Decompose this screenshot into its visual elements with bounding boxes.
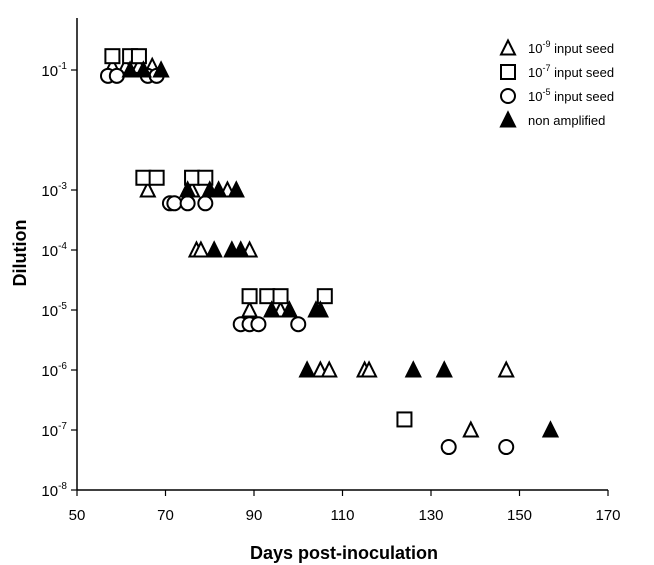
data-point-na: [435, 360, 453, 378]
ticks: 50 70 90 110 130 150 170 10-1 10-3 10-4 10-5 10-6 10…: [41, 61, 620, 524]
x-tick-label: 70: [157, 507, 174, 524]
x-tick-label: 50: [69, 507, 86, 524]
data-point-na: [298, 360, 316, 378]
y-tick-label: 10-1: [41, 61, 67, 80]
data-point-na: [404, 360, 422, 378]
data-point-na: [179, 180, 197, 198]
legend-item-s9: 10-9 input seed: [499, 38, 614, 56]
data-point-s9: [360, 360, 378, 378]
y-tick-label: 10-3: [41, 181, 67, 200]
legend-marker-s7: [500, 64, 516, 80]
data-point-s5: [498, 439, 515, 456]
legend-label-na: non amplified: [528, 113, 605, 128]
data-points: [99, 48, 560, 456]
data-point-s7: [316, 288, 333, 305]
y-tick-label: 10-4: [41, 241, 67, 260]
y-axis-title: Dilution: [10, 220, 30, 287]
x-axis-title: Days post-inoculation: [250, 543, 438, 563]
x-tick-label: 90: [246, 507, 263, 524]
legend-item-s7: 10-7 input seed: [500, 63, 614, 80]
data-point-s5: [197, 195, 214, 212]
series-na: [121, 60, 560, 438]
legend-label-s5: 10-5 input seed: [528, 87, 614, 104]
data-point-s7: [396, 411, 413, 428]
data-point-s7: [135, 169, 152, 186]
data-point-s5: [108, 67, 125, 84]
data-point-na: [263, 300, 281, 318]
data-point-s7: [241, 288, 258, 305]
data-point-s7: [272, 288, 289, 305]
data-point-s9: [320, 360, 338, 378]
legend-label-s9: 10-9 input seed: [528, 39, 614, 56]
legend-marker-s5: [500, 88, 516, 104]
data-point-na: [280, 300, 299, 318]
data-point-s7: [197, 169, 214, 186]
series-s7: [104, 48, 413, 428]
data-point-s9: [240, 300, 259, 318]
data-point-na: [134, 60, 152, 78]
x-tick-label: 110: [331, 507, 355, 524]
legend: 10-9 input seed 10-7 input seed 10-5 input…: [499, 38, 614, 128]
legend-marker-na: [499, 110, 517, 128]
data-point-na: [121, 60, 139, 78]
data-point-s7: [130, 48, 147, 65]
data-point-s9: [192, 240, 210, 258]
x-tick-label: 170: [595, 507, 620, 524]
y-tick-label: 10-5: [41, 301, 67, 320]
data-point-na: [152, 60, 170, 78]
data-point-s5: [250, 316, 267, 333]
data-point-s5: [290, 316, 307, 333]
legend-label-s7: 10-7 input seed: [528, 63, 614, 80]
x-tick-label: 130: [418, 507, 443, 524]
legend-item-s5: 10-5 input seed: [500, 87, 614, 104]
y-tick-label: 10-6: [41, 361, 67, 380]
data-point-s9: [497, 360, 515, 378]
data-point-na: [227, 180, 245, 198]
data-point-s5: [166, 195, 183, 212]
data-point-s7: [104, 48, 121, 65]
data-point-na: [311, 300, 329, 318]
data-point-s9: [462, 420, 480, 438]
legend-item-na: non amplified: [499, 110, 605, 128]
data-point-s5: [179, 195, 196, 212]
data-point-s5: [440, 439, 457, 456]
legend-marker-s9: [499, 38, 517, 56]
data-point-s7: [259, 288, 276, 305]
data-point-na: [232, 240, 250, 258]
x-tick-label: 150: [507, 507, 532, 524]
series-s5: [99, 67, 515, 456]
data-point-na: [209, 180, 228, 198]
series-s9: [103, 56, 515, 438]
data-point-s9: [139, 180, 157, 198]
data-point-s7: [148, 169, 165, 186]
y-tick-label: 10-8: [41, 481, 67, 500]
data-point-na: [205, 240, 223, 258]
y-tick-label: 10-7: [41, 421, 67, 440]
data-point-na: [541, 420, 560, 438]
